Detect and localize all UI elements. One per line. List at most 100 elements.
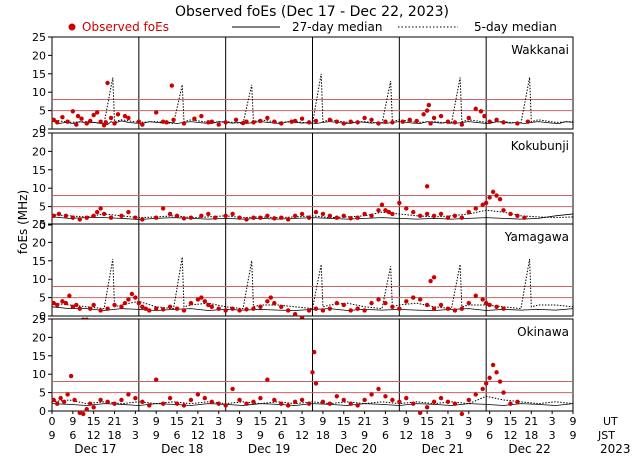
observed-point	[136, 300, 142, 306]
date-label: Dec 21	[422, 442, 464, 456]
observed-point	[369, 392, 374, 397]
observed-point	[119, 304, 124, 309]
observed-point	[174, 306, 180, 311]
observed-point	[376, 386, 381, 392]
observed-point	[424, 184, 430, 189]
observed-point	[501, 390, 506, 395]
observed-point	[421, 112, 426, 117]
observed-point	[265, 115, 270, 121]
observed-point	[285, 308, 291, 313]
observed-point	[55, 401, 60, 406]
observed-point	[473, 206, 478, 211]
x-ut-tick-label: 21	[524, 415, 538, 428]
station-label: Okinawa	[517, 325, 569, 339]
observed-point	[445, 215, 451, 220]
observed-point	[244, 307, 249, 312]
x-ut-tick-label: 9	[570, 415, 577, 428]
observed-point	[459, 122, 465, 127]
observed-point	[515, 399, 520, 404]
observed-point	[438, 211, 444, 217]
median5-series	[51, 257, 574, 310]
y-tick-label: 10	[32, 182, 46, 195]
x-jst-tick-label: 12	[87, 429, 101, 442]
median5-series	[51, 395, 574, 405]
observed-point	[126, 209, 131, 215]
x-jst-tick-label: 18	[108, 429, 122, 442]
observed-point	[397, 306, 402, 311]
observed-point	[355, 215, 360, 220]
median27-series	[51, 306, 574, 311]
observed-point	[58, 395, 63, 401]
x-jst-tick-label: 12	[399, 429, 413, 442]
y-tick-label: 0	[39, 405, 46, 418]
y-tick-label: 20	[32, 331, 46, 344]
observed-point	[147, 308, 152, 313]
observed-point	[497, 379, 503, 384]
y-tick-label: 10	[32, 273, 46, 286]
station-label: Yamagawa	[504, 230, 569, 244]
observed-point	[103, 120, 109, 125]
observed-point	[188, 397, 194, 403]
x-jst-tick-label: 18	[524, 429, 538, 442]
observed-point	[355, 306, 360, 311]
observed-point	[140, 399, 145, 404]
observed-point	[98, 308, 103, 313]
observed-point	[223, 308, 228, 313]
observed-point	[98, 206, 103, 211]
observed-point	[306, 120, 312, 125]
x-jst-tick-label: 18	[420, 429, 434, 442]
observed-point	[181, 216, 187, 221]
observed-point	[299, 211, 305, 217]
observed-point	[341, 302, 346, 308]
observed-point	[91, 302, 96, 308]
y-tick-label: 10	[32, 368, 46, 381]
y-tick-label: 10	[32, 86, 46, 99]
x-jst-tick-label: 9	[257, 429, 264, 442]
observed-point	[129, 291, 135, 297]
observed-point	[292, 311, 298, 317]
observed-point	[251, 215, 256, 220]
observed-point	[452, 120, 458, 125]
station-label: Kokubunji	[511, 139, 569, 153]
observed-point	[404, 395, 409, 401]
observed-point	[268, 295, 274, 300]
y-tick-label: 5	[39, 105, 46, 118]
x-ut-tick-label: 9	[236, 415, 243, 428]
observed-point	[143, 306, 148, 311]
observed-point	[251, 399, 256, 404]
observed-point	[169, 83, 175, 88]
observed-point	[411, 401, 416, 406]
panel-okinawa: 0 5 10 15 20 25 Okinawa	[32, 313, 574, 418]
observed-point	[411, 295, 416, 300]
observed-point	[147, 403, 152, 408]
observed-point	[199, 213, 204, 218]
observed-point	[390, 397, 395, 403]
median5-series	[51, 209, 574, 219]
observed-point	[369, 213, 374, 218]
observed-point	[240, 120, 246, 126]
observed-point	[494, 304, 499, 309]
observed-point	[202, 395, 208, 401]
observed-point	[292, 213, 298, 218]
x-ut-tick-label: 9	[69, 415, 76, 428]
x-ut-tick-label: 3	[382, 415, 389, 428]
y-tick-label: 0	[39, 219, 46, 232]
observed-point	[72, 397, 77, 403]
legend-observed-marker	[68, 23, 76, 31]
date-label: Dec 19	[248, 442, 290, 456]
observed-point	[299, 397, 305, 403]
observed-point	[414, 118, 419, 124]
observed-point	[154, 306, 159, 311]
observed-point	[320, 211, 326, 217]
observed-point	[230, 306, 235, 311]
observed-point	[84, 215, 89, 220]
x-ut-tick-label: 15	[87, 415, 101, 428]
observed-point	[424, 108, 430, 113]
y-tick-label: 15	[32, 164, 46, 177]
observed-point	[244, 401, 249, 406]
y-tick-label: 25	[32, 313, 46, 326]
x-ut-tick-label: 3	[215, 415, 222, 428]
observed-point	[417, 213, 423, 218]
observed-point	[115, 112, 121, 117]
observed-point	[376, 208, 381, 213]
